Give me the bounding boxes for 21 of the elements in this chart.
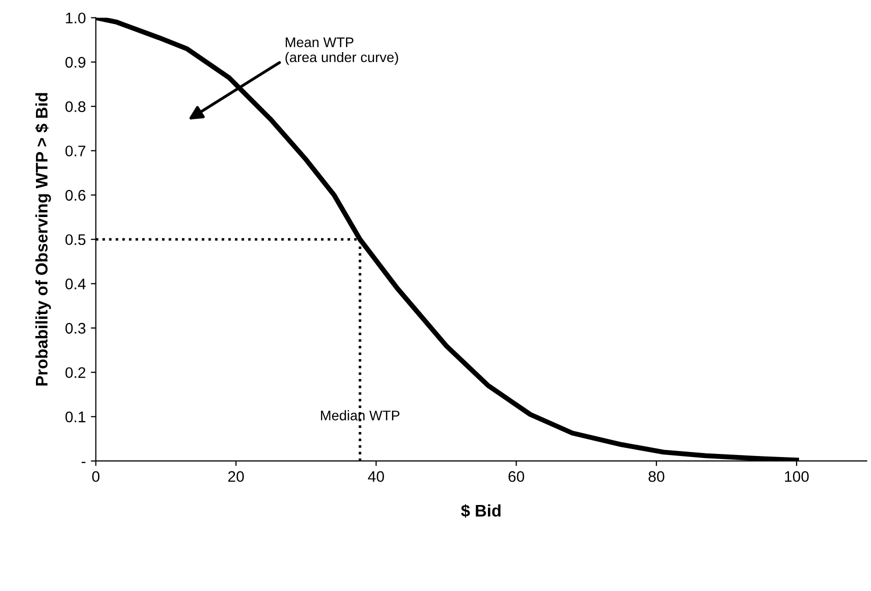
- x-tick-label: 0: [92, 471, 100, 482]
- x-tick-label: 60: [508, 471, 524, 482]
- x-axis-title: $ Bid: [461, 504, 501, 518]
- y-tick-label: 1.0: [66, 12, 86, 24]
- y-tick-label: 0.6: [65, 190, 86, 201]
- y-tick-label: 0.9: [65, 56, 86, 68]
- y-tick-label: 0.8: [65, 101, 86, 112]
- x-tick-label: 100: [784, 471, 809, 482]
- y-tick-label: 0.5: [65, 234, 86, 246]
- annotation: Mean WTP (area under curve): [286, 38, 398, 65]
- y-tick-label: 0.2: [65, 367, 86, 378]
- y-tick-label: -: [82, 462, 86, 464]
- y-tick-label: 0.1: [65, 412, 86, 422]
- y-tick-label: 0.7: [65, 146, 86, 156]
- y-tick-label: 0.4: [65, 278, 86, 290]
- y-axis-title: Probability of Observing WTP > $ Bid: [35, 93, 51, 386]
- x-tick-label: 20: [228, 471, 244, 482]
- x-tick-label: 40: [368, 471, 384, 482]
- ref-line-label: Median WTP: [321, 410, 400, 420]
- x-tick-label: 80: [648, 471, 664, 482]
- y-tick-label: 0.3: [65, 322, 86, 334]
